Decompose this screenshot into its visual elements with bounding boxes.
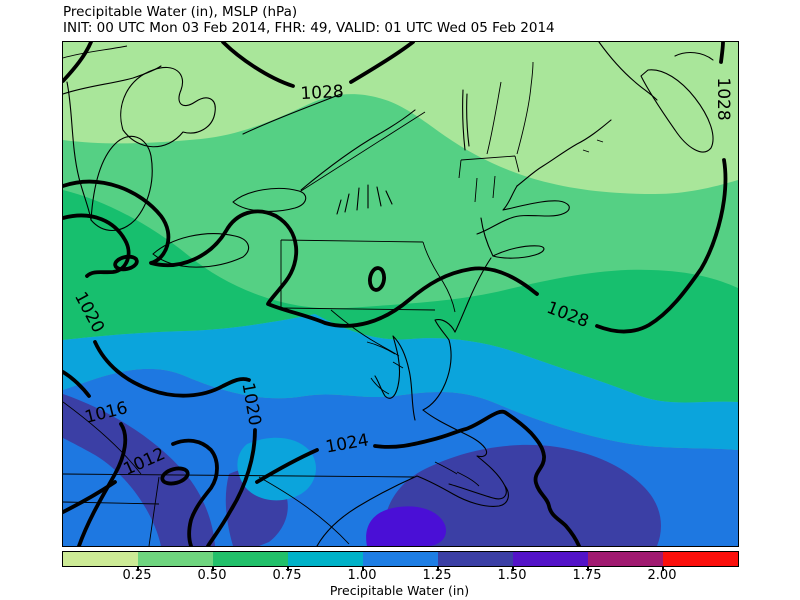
colorbar	[62, 551, 739, 567]
coastline-delmarva	[422, 339, 452, 411]
nj-west-border	[422, 241, 456, 313]
isobar-label-1028: 1028	[300, 82, 344, 104]
isobar-1020-north	[63, 213, 131, 278]
michigan-mitten	[90, 135, 153, 232]
lake-erie	[152, 233, 250, 268]
ma-ct-ri-borders	[458, 155, 520, 203]
colorbar-tick-label: 1.50	[497, 568, 527, 583]
border-diagonal-west	[63, 401, 142, 475]
colorbar-tick	[212, 567, 214, 571]
colorbar-segment	[288, 552, 363, 566]
colorbar-tick	[362, 567, 364, 571]
lake-michigan-shore	[66, 81, 92, 221]
colorbar-tick-label: 0.25	[122, 568, 152, 583]
colorbar-tick-label: 1.00	[347, 568, 377, 583]
coastline-outer-banks	[316, 475, 509, 546]
isobar-1028-main-west	[63, 179, 539, 328]
coastline-long-island	[492, 245, 545, 259]
isobar-1028-nw-corner	[63, 42, 93, 83]
figure-subtitle: INIT: 00 UTC Mon 03 Feb 2014, FHR: 49, V…	[63, 20, 555, 36]
colorbar-tick-label: 0.75	[272, 568, 302, 583]
colorbar-segment	[513, 552, 588, 566]
pw-fill-regions	[63, 42, 738, 546]
mason-dixon-line	[280, 307, 436, 311]
nh-me-border	[516, 61, 534, 155]
isobar-closed-small-west	[113, 254, 139, 272]
pw-fill-region	[63, 190, 738, 403]
maine-islands	[582, 139, 604, 153]
colorbar-tick	[437, 567, 439, 571]
chesapeake-bay	[374, 335, 416, 421]
lake-superior-shore	[63, 45, 128, 59]
us-canada-border	[300, 111, 426, 192]
figure-title: Precipitable Water (in), MSLP (hPa)	[63, 4, 298, 20]
colorbar-segment	[138, 552, 213, 566]
isobar-1012-west	[63, 480, 117, 514]
colorbar-tick-label: 1.25	[422, 568, 452, 583]
pw-fill-region	[383, 444, 661, 546]
pw-fill-region	[366, 506, 447, 546]
precipitable-water-map: 1028 1028 1028 1020 1020 1016 1012 1024	[63, 42, 738, 546]
upper-peninsula-shore	[63, 65, 162, 95]
isobar-1028-top-west	[221, 42, 295, 88]
border-diagonal-south	[258, 476, 350, 545]
coastline-maine	[516, 119, 612, 187]
isobar-closed-low	[160, 466, 190, 486]
map-plot: 1028 1028 1028 1020 1020 1016 1012 1024	[62, 41, 739, 547]
colorbar-tick-label: 2.00	[647, 568, 677, 583]
isobar-1020-mid	[93, 340, 251, 398]
potomac-md-va	[330, 309, 400, 357]
isobar-1024-west	[255, 448, 319, 484]
coastline-new-brunswick	[598, 42, 658, 101]
isobar-label-1028: 1028	[713, 77, 733, 120]
delaware-bay	[434, 319, 456, 341]
isobar-closed-high	[368, 266, 386, 292]
colorbar-axis-label: Precipitable Water (in)	[329, 583, 470, 598]
coastline-nova-scotia	[640, 69, 714, 153]
colorbar-tick	[287, 567, 289, 571]
colorbar-segment	[363, 552, 438, 566]
colorbar-segment	[588, 552, 663, 566]
mslp-isobars	[63, 42, 728, 546]
coastline-pei	[674, 51, 714, 61]
isobar-1028-right-edge	[719, 42, 725, 64]
st-lawrence-river	[300, 109, 416, 191]
pw-fill-region	[63, 42, 738, 194]
vt-nh-border	[486, 81, 502, 155]
colorbar-tick	[662, 567, 664, 571]
lake-champlain	[462, 89, 470, 151]
pamlico-sound	[434, 461, 480, 487]
isobar-1016-south	[77, 422, 128, 546]
colorbar-segment	[63, 552, 138, 566]
colorbar-tick	[587, 567, 589, 571]
ny-pa-border	[280, 239, 424, 243]
isobar-1024-east	[373, 409, 581, 546]
va-nc-border	[63, 473, 416, 478]
colorbar-tick	[512, 567, 514, 571]
isobar-1016-north	[63, 370, 91, 398]
ottawa-river	[242, 93, 342, 135]
colorbar-segment	[663, 552, 738, 566]
colorbar-tick-label: 0.50	[197, 568, 227, 583]
isobar-1012-east	[171, 438, 219, 546]
colorbar-tick	[137, 567, 139, 571]
isobar-1028-main-east	[595, 158, 728, 334]
colorbar-segment	[213, 552, 288, 566]
pw-fill-region	[63, 314, 738, 450]
finger-lakes	[336, 184, 393, 215]
colorbar-tick-label: 1.75	[572, 568, 602, 583]
isobar-1020-south	[206, 428, 257, 546]
coastline-cape-cod	[476, 185, 570, 235]
hudson-river	[480, 217, 494, 257]
colorbar-segment	[438, 552, 513, 566]
isobar-1028-top-east	[349, 42, 415, 84]
